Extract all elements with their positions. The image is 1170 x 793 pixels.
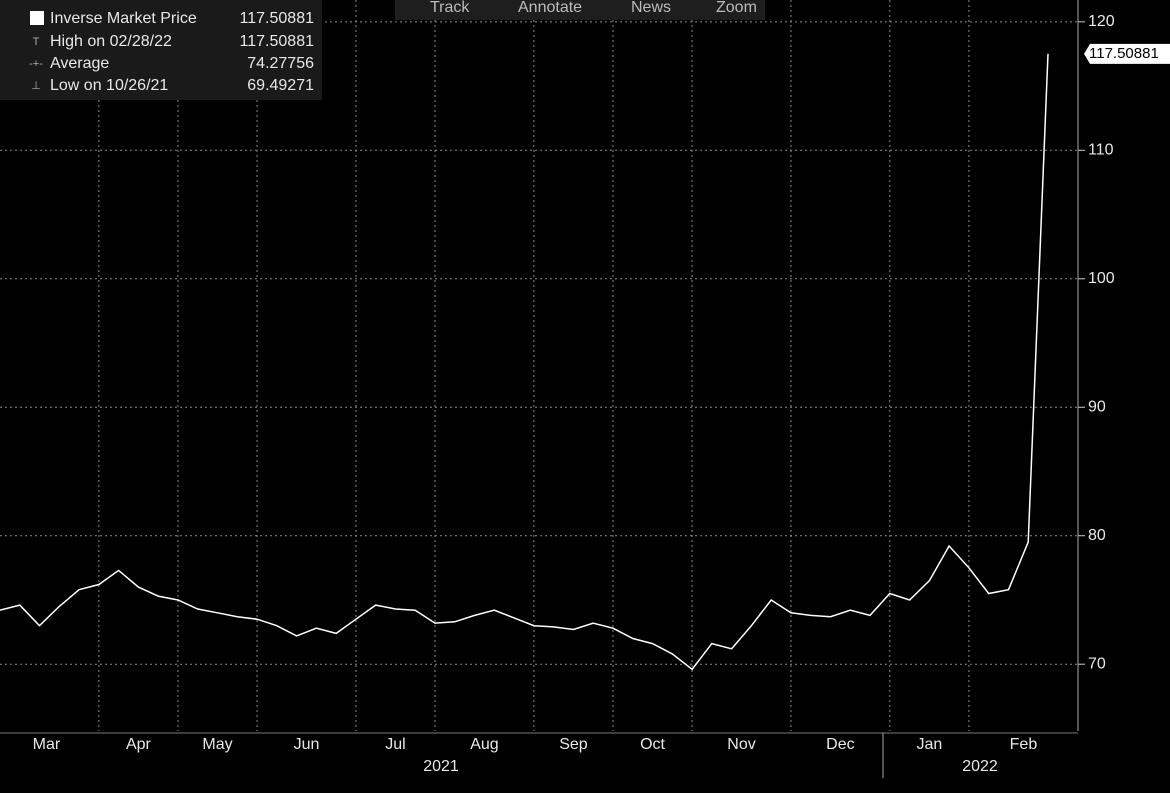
x-tick-label: Mar	[33, 736, 61, 753]
legend-box	[0, 0, 322, 100]
x-tick-label: Nov	[727, 736, 755, 753]
y-tick-label: 80	[1088, 527, 1106, 544]
x-tick-label: Apr	[126, 736, 152, 753]
year-label: 2022	[962, 758, 998, 775]
toolbar-button[interactable]: Zoom	[716, 0, 757, 16]
x-tick-label: Feb	[1010, 736, 1038, 753]
toolbar-items: Track Annotate News Zoom	[430, 0, 757, 16]
y-tick-label: 110	[1088, 142, 1114, 159]
x-tick-label: Aug	[470, 736, 498, 753]
last-value-tag	[1084, 43, 1170, 64]
legend-series-name: Inverse Market Price	[50, 10, 197, 27]
x-tick-label: Dec	[826, 736, 854, 753]
legend-stat-label: Low on 10/26/21	[50, 77, 168, 94]
toolbar-button[interactable]: Annotate	[518, 0, 582, 16]
legend-stat-icon: -+-	[29, 58, 43, 70]
legend-stat-value: 69.49271	[247, 77, 314, 94]
y-tick-label: 100	[1088, 270, 1115, 287]
toolbar-button[interactable]: Track	[430, 0, 470, 16]
y-tick-label: 70	[1088, 655, 1106, 672]
x-tick-label: Oct	[640, 736, 665, 753]
legend-stat-label: High on 02/28/22	[50, 33, 172, 50]
legend-stat-icon: ⊥	[31, 80, 41, 92]
legend-stat-label: Average	[50, 55, 109, 72]
x-tick-label: Sep	[559, 736, 588, 753]
x-tick-label: Jul	[385, 736, 405, 753]
x-tick-label: Jan	[916, 736, 942, 753]
grid: 70 80 90 100 110 120 Mar Apr May Jun Jul Aug Sep Oct N…	[0, 0, 1115, 775]
legend-stat-icon: T	[33, 36, 40, 48]
legend-stat-value: 74.27756	[247, 55, 314, 72]
x-tick-label: Jun	[294, 736, 320, 753]
legend-stat-value: 117.50881	[240, 33, 315, 50]
x-tick-label: May	[202, 736, 232, 753]
y-tick-label: 90	[1088, 398, 1106, 415]
series-line	[0, 53, 1049, 671]
plot	[0, 53, 1049, 671]
legend-series-value: 117.50881	[240, 10, 315, 27]
legend-swatch	[30, 11, 44, 25]
last-value-label: 117.50881	[1089, 45, 1159, 62]
toolbar-button[interactable]: News	[631, 0, 671, 16]
toolbar	[395, 0, 765, 20]
legend: T High on 02/28/22 117.50881 -+- Average 74.2…	[29, 33, 314, 94]
year-label: 2021	[423, 758, 459, 775]
y-tick-label: 120	[1088, 13, 1115, 30]
